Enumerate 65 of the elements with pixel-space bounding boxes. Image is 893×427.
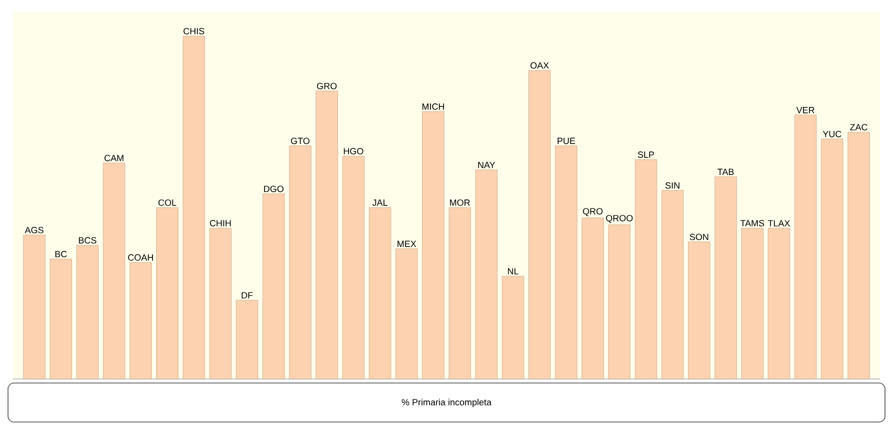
x-tick-label: BCS <box>78 237 96 244</box>
x-tick-label: DF <box>242 292 253 298</box>
bar <box>794 114 817 380</box>
x-tick-label: MICH <box>422 103 444 110</box>
x-tick-label: HGO <box>344 148 364 154</box>
x-tick-label: QRO <box>582 208 603 216</box>
x-tick-label: DGO <box>264 186 284 192</box>
x-tick-label: AGS <box>24 226 44 234</box>
bar <box>368 207 392 380</box>
x-tick-label: NL <box>508 268 518 274</box>
bar <box>821 138 844 380</box>
x-tick-label: MEX <box>398 240 416 247</box>
x-tick-label: SON <box>690 234 708 240</box>
bar <box>209 228 232 380</box>
bar <box>634 159 658 380</box>
bar <box>76 245 99 380</box>
x-tick-label: GRO <box>317 82 337 90</box>
x-tick-label: COAH <box>128 254 153 261</box>
bar <box>475 170 498 380</box>
x-tick-label: TAMS <box>740 220 764 226</box>
x-tick-label: OAX <box>530 62 549 69</box>
bar <box>714 176 737 380</box>
bar <box>848 132 870 380</box>
x-tick-label: COL <box>158 199 176 206</box>
bar <box>130 262 152 380</box>
bar <box>50 258 72 380</box>
bar <box>768 228 790 380</box>
x-tick-label: CAM <box>104 154 124 162</box>
bar <box>422 111 444 380</box>
x-tick-label: NAY <box>478 162 496 168</box>
bar <box>156 207 178 380</box>
bar <box>23 234 46 380</box>
bar <box>608 224 630 380</box>
bar <box>741 228 764 380</box>
bar <box>262 194 285 380</box>
bar <box>236 300 258 380</box>
x-tick-label: CHIS <box>184 28 204 34</box>
x-tick-label: SLP <box>638 151 654 158</box>
bar <box>448 207 471 380</box>
bar <box>662 190 684 380</box>
x-tick-label: JAL <box>372 200 388 206</box>
x-tick-label: QROO <box>606 214 633 223</box>
bar <box>103 162 126 380</box>
x-tick-label: TLAX <box>768 220 790 226</box>
x-tick-label: SIN <box>665 182 680 189</box>
bar <box>396 248 418 380</box>
x-axis-title: % Primaria incompleta <box>402 398 492 408</box>
x-tick-label: YUC <box>822 130 842 138</box>
x-tick-label: BC <box>55 250 67 258</box>
x-tick-label: PUE <box>558 138 576 144</box>
bar <box>502 276 524 380</box>
bar <box>688 242 710 380</box>
bar <box>182 36 205 380</box>
x-tick-label: MOR <box>450 199 470 206</box>
bar <box>528 70 551 380</box>
bar <box>582 218 604 380</box>
bar <box>316 90 338 380</box>
x-tick-label: VER <box>796 107 814 114</box>
x-tick-label: TAB <box>718 168 734 175</box>
bar <box>342 156 364 380</box>
x-tick-label: CHIH <box>210 220 231 226</box>
bar <box>555 146 578 380</box>
x-tick-label: ZAC <box>850 124 868 130</box>
bar <box>289 146 312 380</box>
x-tick-label: GTO <box>291 138 310 144</box>
